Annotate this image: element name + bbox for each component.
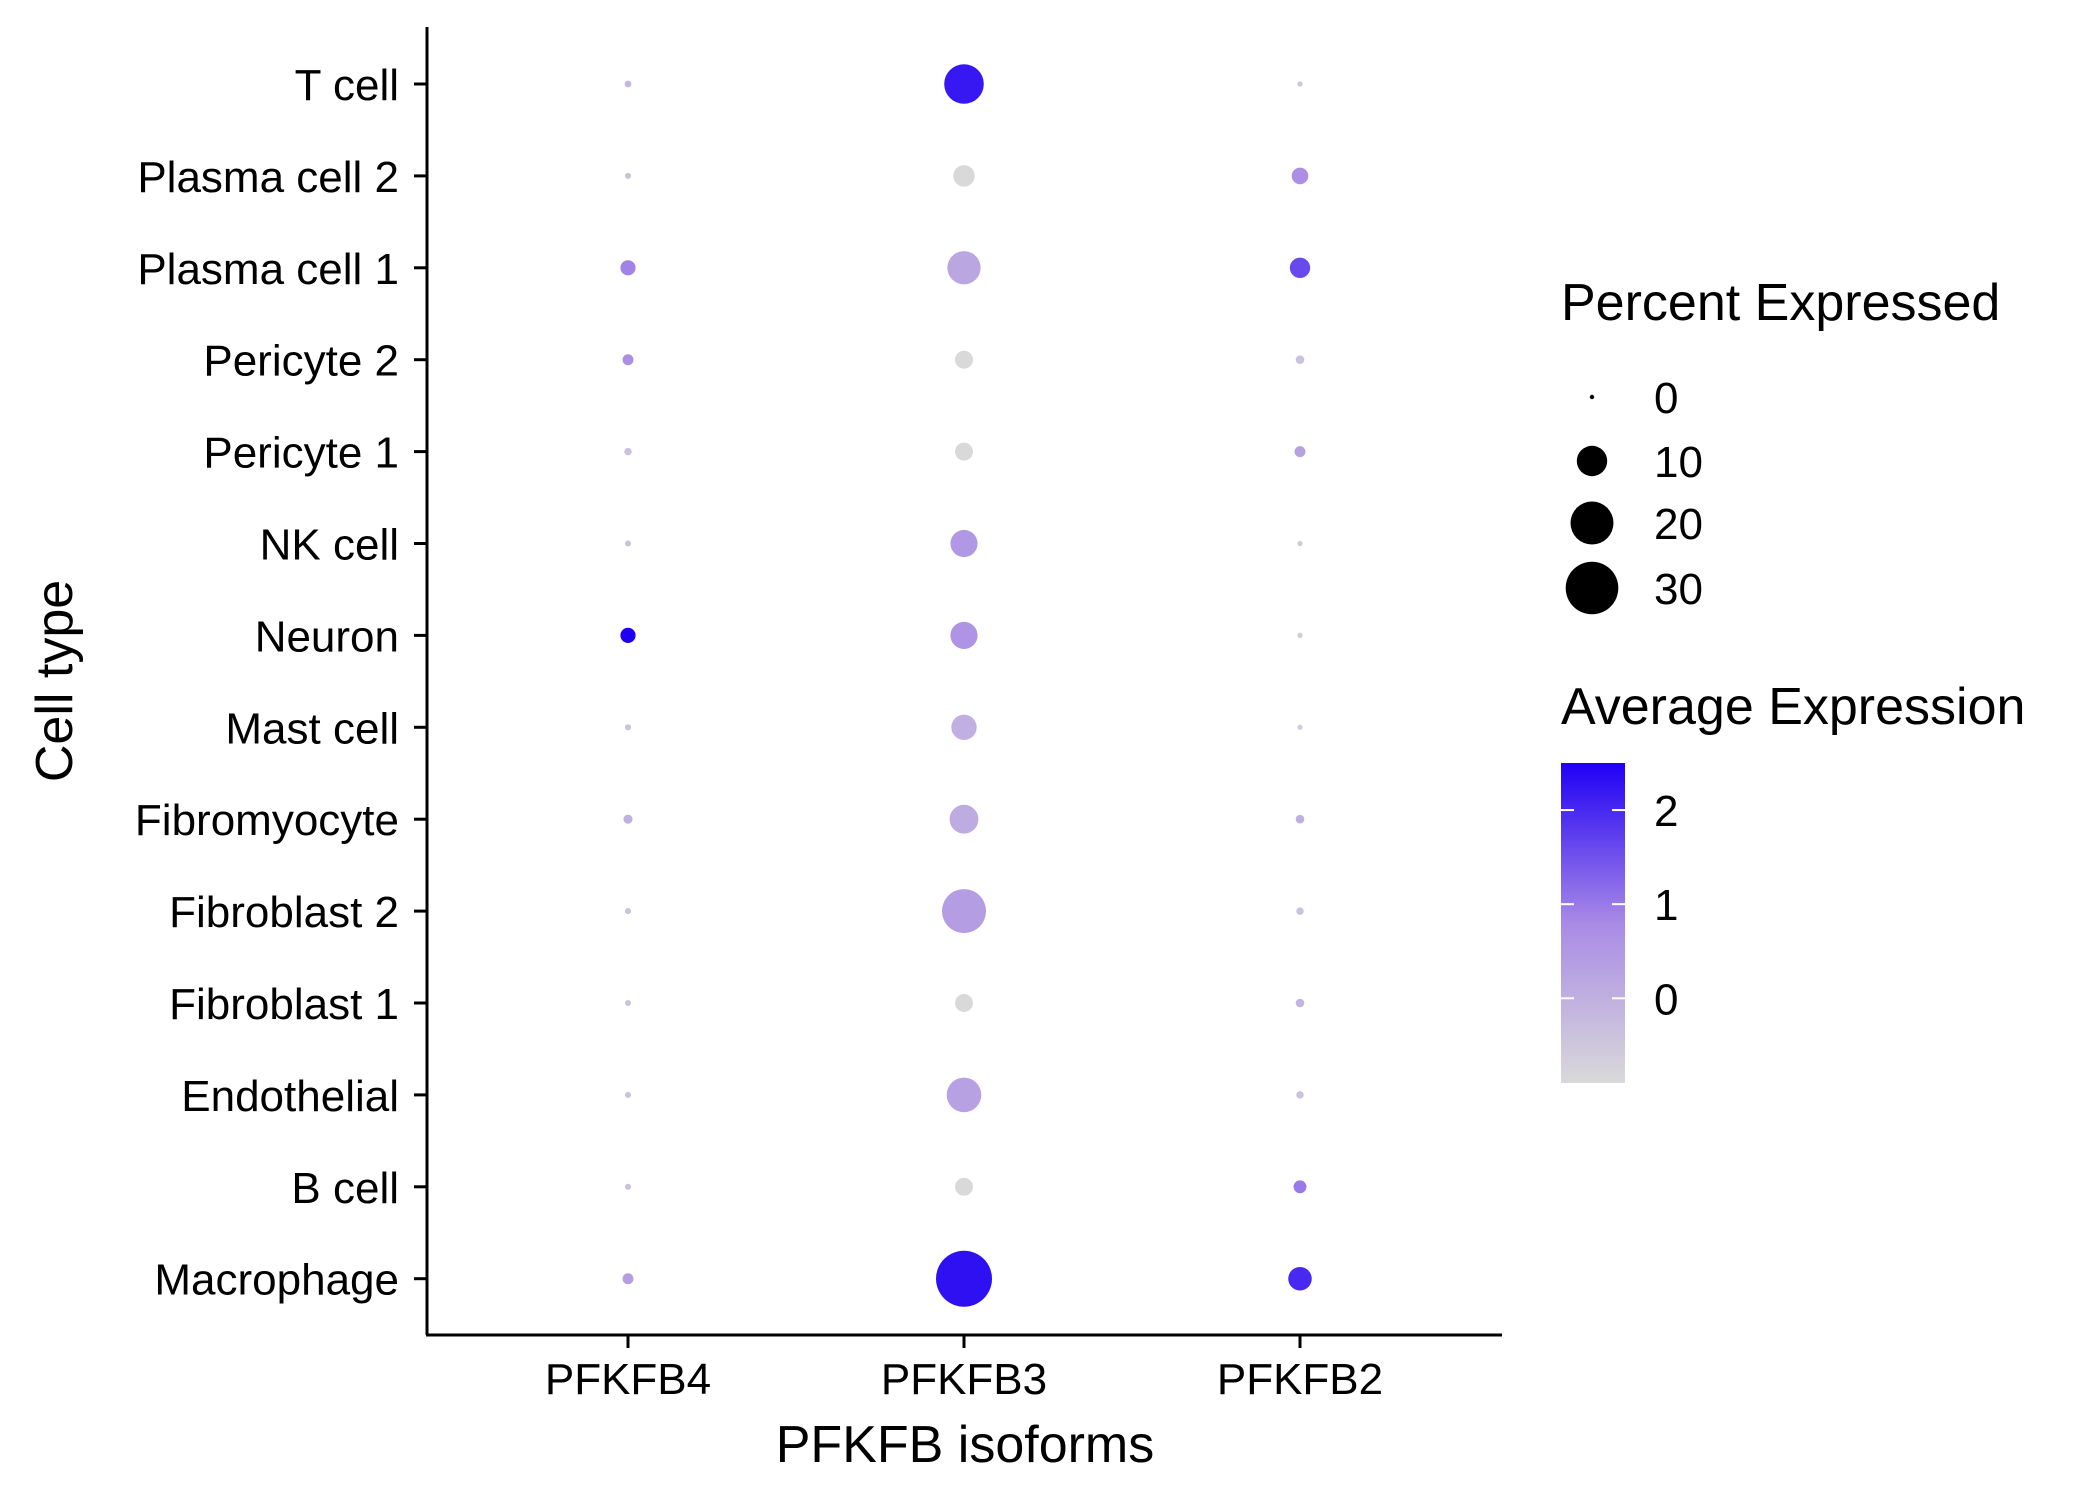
dot-pfkfb3-endothelial — [946, 1077, 982, 1113]
dot-pfkfb4-mast-cell — [624, 724, 632, 731]
colorbar-tick-label: 1 — [1654, 881, 1678, 930]
size-legend-label: 30 — [1654, 565, 1703, 614]
y-axis-title: Cell type — [26, 580, 84, 782]
dot-pfkfb3-nk-cell — [950, 529, 978, 558]
dot-pfkfb2-fibroblast-1 — [1295, 998, 1305, 1008]
y-tick-label: Neuron — [255, 612, 399, 661]
dot-pfkfb2-nk-cell — [1297, 540, 1303, 547]
dot-pfkfb2-b-cell — [1293, 1180, 1307, 1194]
dot-pfkfb3-pericyte-1 — [955, 442, 973, 461]
y-tick-label: Fibroblast 1 — [169, 980, 399, 1029]
y-tick-label: Fibromyocyte — [135, 796, 399, 845]
dot-pfkfb3-fibroblast-2 — [941, 889, 987, 934]
y-tick-label: Plasma cell 1 — [137, 245, 399, 294]
dot-pfkfb4-nk-cell — [624, 540, 632, 547]
y-tick-label: Endothelial — [181, 1072, 399, 1121]
size-legend-dot — [1565, 561, 1619, 615]
dot-pfkfb3-pericyte-2 — [955, 350, 973, 369]
colorbar-tick-label: 2 — [1654, 787, 1678, 836]
dot-pfkfb3-plasma-cell-1 — [947, 251, 981, 285]
y-tick-label: Macrophage — [154, 1256, 399, 1305]
y-axis-ticks: T cell Plasma cell 2 Plasma cell 1 Pericyte… — [135, 61, 427, 1305]
dot-pfkfb4-fibroblast-2 — [624, 908, 632, 915]
size-legend: Percent Expressed 0 10 20 30 — [1561, 274, 2000, 615]
dot-pfkfb4-neuron — [620, 627, 636, 643]
dot-pfkfb2-fibromyocyte — [1295, 814, 1305, 824]
dot-pfkfb4-fibromyocyte — [623, 814, 633, 824]
color-legend-title: Average Expression — [1561, 678, 2025, 736]
dot-pfkfb2-fibroblast-2 — [1296, 907, 1304, 915]
x-axis-title: PFKFB isoforms — [776, 1416, 1155, 1474]
size-legend-title: Percent Expressed — [1561, 274, 2000, 332]
y-tick-label: B cell — [291, 1164, 399, 1213]
y-tick-label: Plasma cell 2 — [137, 153, 399, 202]
dot-pfkfb3-b-cell — [955, 1177, 973, 1196]
x-tick-label: PFKFB3 — [881, 1355, 1047, 1404]
size-legend-dot — [1589, 394, 1595, 400]
dot-pfkfb4-plasma-cell-1 — [620, 260, 636, 276]
dot-pfkfb2-pericyte-1 — [1294, 446, 1306, 458]
dot-pfkfb2-t-cell — [1297, 81, 1303, 87]
dot-pfkfb4-pericyte-1 — [624, 447, 632, 456]
size-legend-dot — [1570, 501, 1614, 545]
y-tick-label: T cell — [295, 61, 399, 110]
x-axis-ticks: PFKFB4 PFKFB3 PFKFB2 — [545, 1335, 1383, 1404]
dot-pfkfb3-macrophage — [936, 1250, 992, 1307]
dot-pfkfb3-neuron — [950, 621, 978, 649]
dot-pfkfb2-plasma-cell-1 — [1289, 257, 1311, 278]
dot-pfkfb4-pericyte-2 — [622, 354, 634, 366]
y-tick-label: Pericyte 2 — [203, 337, 399, 386]
dot-pfkfb3-fibroblast-1 — [955, 994, 973, 1012]
dot-pfkfb4-b-cell — [624, 1183, 632, 1190]
x-tick-label: PFKFB2 — [1217, 1355, 1383, 1404]
color-legend: Average Expression 2 1 0 — [1561, 678, 2025, 1083]
dot-pfkfb2-pericyte-2 — [1295, 355, 1305, 365]
dot-pfkfb4-macrophage — [622, 1273, 634, 1285]
plot-area — [620, 64, 1312, 1307]
dot-pfkfb4-t-cell — [624, 80, 632, 88]
y-tick-label: Fibroblast 2 — [169, 888, 399, 937]
dot-pfkfb3-mast-cell — [951, 714, 977, 740]
size-legend-label: 10 — [1654, 438, 1703, 487]
colorbar — [1561, 763, 1625, 1083]
x-tick-label: PFKFB4 — [545, 1355, 711, 1404]
dot-pfkfb3-t-cell — [944, 64, 984, 104]
dot-pfkfb4-endothelial — [624, 1091, 632, 1098]
size-legend-dot — [1576, 445, 1608, 477]
dot-pfkfb2-endothelial — [1296, 1091, 1304, 1099]
y-tick-label: Mast cell — [225, 704, 399, 753]
dot-pfkfb2-plasma-cell-2 — [1291, 167, 1309, 185]
dot-pfkfb2-mast-cell — [1297, 724, 1303, 730]
size-legend-label: 0 — [1654, 374, 1678, 423]
y-tick-label: Pericyte 1 — [203, 429, 399, 478]
dot-pfkfb2-neuron — [1297, 632, 1303, 639]
dot-pfkfb3-plasma-cell-2 — [953, 165, 975, 187]
dot-pfkfb4-fibroblast-1 — [624, 999, 632, 1007]
y-tick-label: NK cell — [260, 521, 399, 570]
dot-pfkfb3-fibromyocyte — [949, 804, 979, 834]
dot-pfkfb2-macrophage — [1288, 1266, 1312, 1291]
colorbar-tick-label: 0 — [1654, 975, 1678, 1024]
size-legend-label: 20 — [1654, 500, 1703, 549]
dot-pfkfb4-plasma-cell-2 — [624, 172, 632, 179]
